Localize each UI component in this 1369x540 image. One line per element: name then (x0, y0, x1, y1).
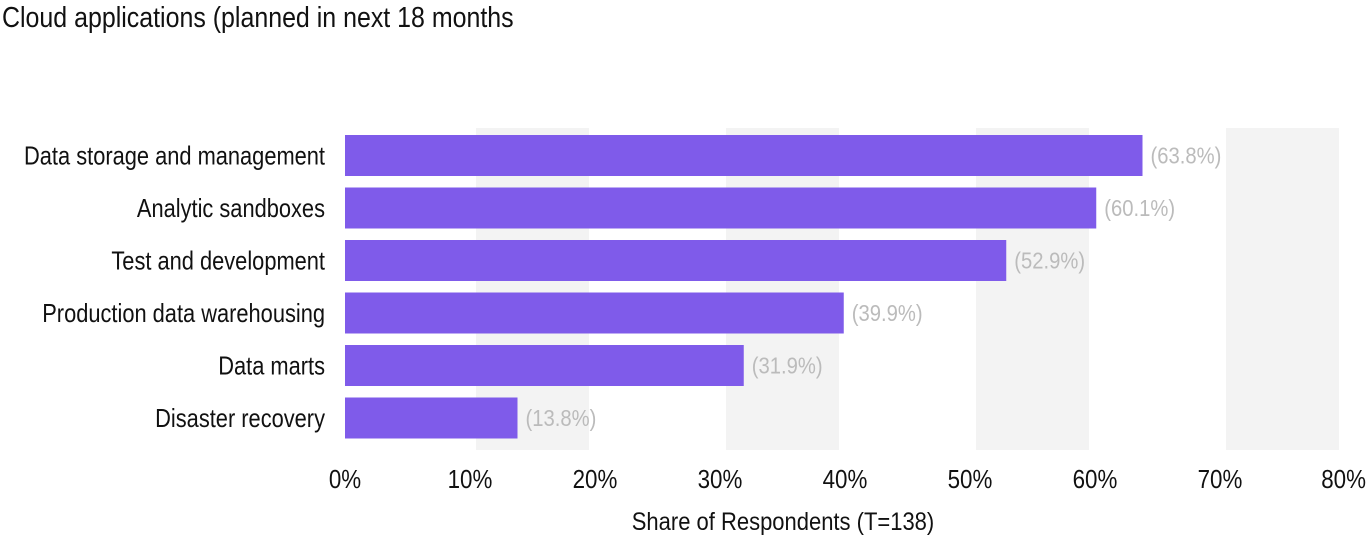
x-tick-label: 20% (573, 465, 618, 494)
x-tick-label: 30% (698, 465, 743, 494)
bar (345, 292, 844, 334)
value-label: (60.1%) (1104, 195, 1175, 222)
x-tick-label: 0% (329, 465, 361, 494)
category-label: Analytic sandboxes (137, 194, 325, 223)
x-tick-label: 40% (823, 465, 868, 494)
x-axis-ticks: 0% 10% 20% 30% 40% 50% 60% 70% 80% (329, 465, 1366, 494)
grid-band (726, 128, 839, 450)
category-label: Test and development (111, 247, 325, 276)
grid-band (476, 128, 589, 450)
x-axis-title: Share of Respondents (T=138) (632, 508, 934, 536)
bar (345, 240, 1007, 281)
category-labels: Data storage and management Analytic sand… (24, 142, 325, 434)
category-label: Data marts (218, 352, 325, 381)
category-label: Production data warehousing (42, 299, 325, 328)
value-label: (31.9%) (752, 352, 823, 379)
bar (345, 397, 518, 439)
value-labels: (63.8%) (60.1%) (52.9%) (39.9%) (31.9%) (13.8… (526, 142, 1222, 431)
category-label: Data storage and management (24, 142, 325, 171)
x-tick-label: 10% (448, 465, 493, 494)
x-tick-label: 70% (1198, 465, 1243, 494)
value-label: (63.8%) (1151, 142, 1222, 169)
bar (345, 345, 744, 386)
value-label: (52.9%) (1014, 247, 1085, 274)
grid-band (976, 128, 1089, 450)
value-label: (13.8%) (526, 405, 597, 432)
x-tick-label: 80% (1321, 465, 1366, 494)
value-label: (39.9%) (852, 300, 923, 327)
grid-bands (476, 128, 1339, 450)
bar (345, 135, 1143, 176)
x-tick-label: 50% (948, 465, 993, 494)
grid-band (1226, 128, 1339, 450)
category-label: Disaster recovery (155, 404, 325, 433)
bar (345, 187, 1097, 229)
chart-title: Cloud applications (planned in next 18 m… (2, 2, 514, 34)
bars (345, 135, 1143, 439)
x-tick-label: 60% (1073, 465, 1118, 494)
